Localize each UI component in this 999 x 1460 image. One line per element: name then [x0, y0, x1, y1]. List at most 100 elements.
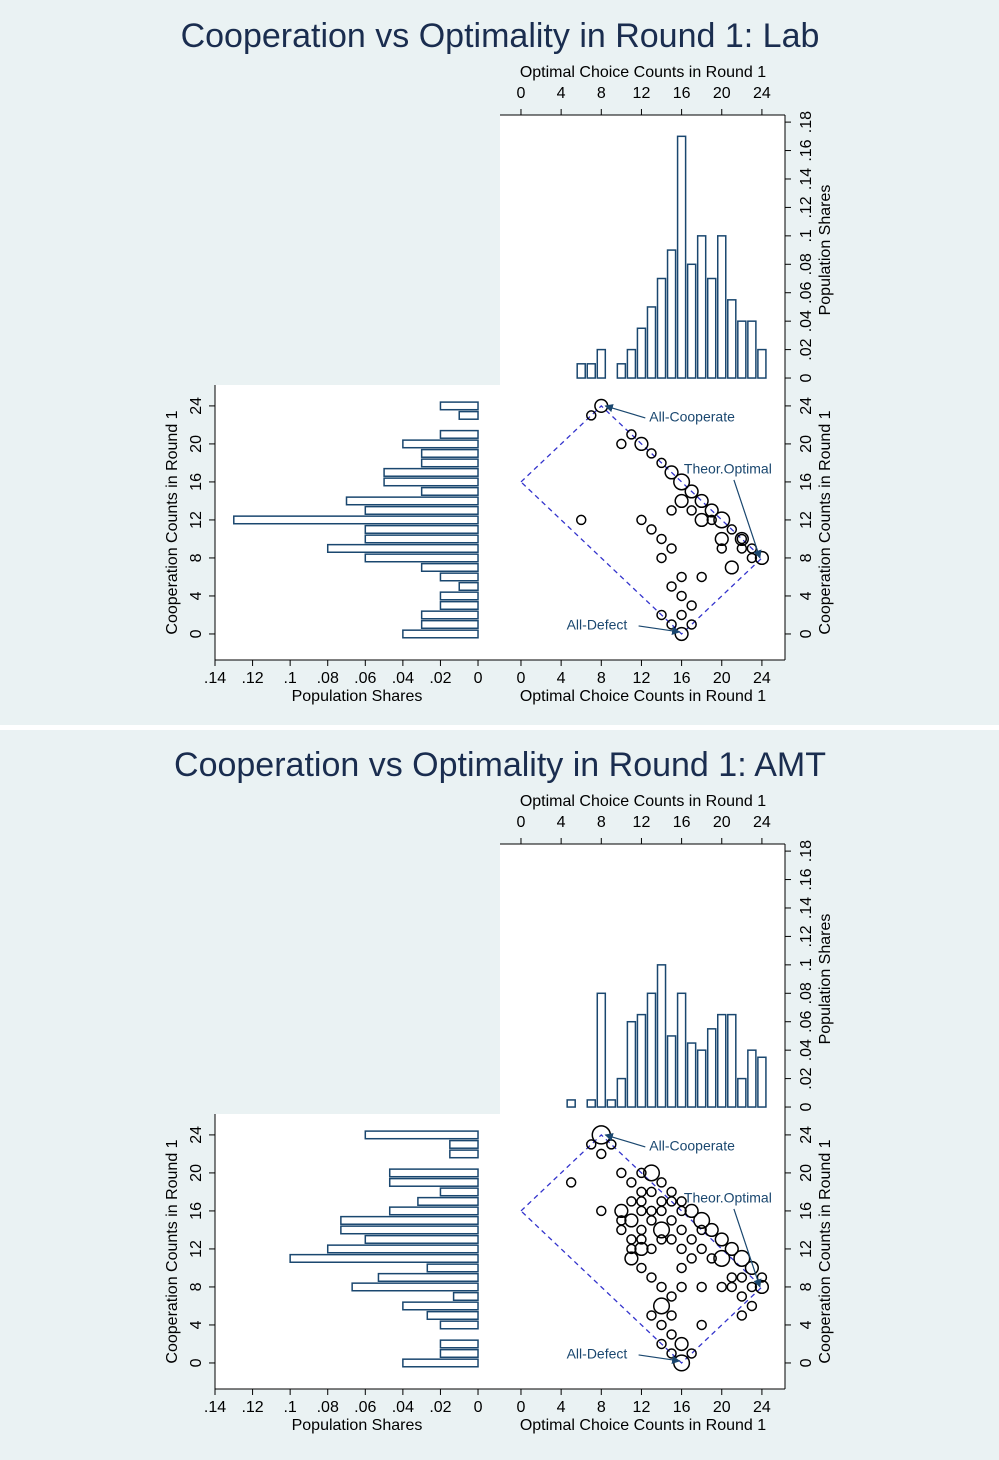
histogram-bar: [420, 562, 479, 572]
y-tick-label: 24: [188, 397, 205, 415]
annotation: All-Defect: [567, 1346, 628, 1362]
scatter-point: [656, 533, 667, 545]
scatter-point: [636, 1186, 647, 1198]
histogram-bar: [656, 964, 667, 1108]
scatter-point: [696, 1319, 707, 1331]
scatter-point: [714, 1232, 729, 1247]
x-tick-label: 12: [633, 670, 651, 687]
x-tick-label: .12: [241, 670, 263, 687]
x-tick-label: 4: [557, 1399, 566, 1416]
y-tick-label: 20: [798, 1164, 815, 1182]
scatter-point: [756, 1272, 768, 1283]
x-tick-label: 20: [713, 85, 731, 102]
x-tick-label: .06: [354, 670, 376, 687]
scatter-point: [736, 533, 748, 545]
scatter-point: [636, 1234, 647, 1245]
y-tick-label: .16: [798, 139, 815, 161]
scatter-point: [674, 1336, 689, 1352]
y-axis-title: Cooperation Counts in Round 1: [164, 410, 181, 634]
histogram-bar: [388, 1168, 479, 1178]
y-tick-label: 12: [798, 511, 815, 529]
histogram-bar: [747, 320, 757, 379]
scatter-point: [686, 1253, 697, 1264]
scatter-point: [666, 1329, 677, 1340]
y-tick-label: .06: [798, 1011, 815, 1033]
histogram-bar: [666, 249, 677, 379]
scatter-point: [624, 1251, 639, 1266]
x-tick-label: 16: [673, 1399, 691, 1416]
x-tick-label: 8: [597, 670, 606, 687]
x-tick-label: .02: [429, 1399, 451, 1416]
histogram-bar: [326, 543, 479, 553]
histogram-bar: [426, 1310, 479, 1321]
scatter-point: [734, 531, 749, 547]
scatter-point: [666, 1196, 677, 1207]
histogram-bar: [233, 515, 479, 525]
x-tick-label: 20: [713, 670, 731, 687]
panel-separator: [0, 725, 999, 730]
scatter-point: [686, 1234, 697, 1245]
y-tick-label: 4: [188, 591, 205, 600]
scatter-point: [666, 1291, 677, 1302]
histogram-bar: [706, 1028, 717, 1108]
y-tick-label: 0: [798, 373, 815, 382]
scatter-point: [694, 512, 709, 528]
scatter-point: [646, 448, 657, 459]
scatter-point: [696, 1281, 707, 1293]
scatter-point: [674, 493, 689, 509]
histogram-bar: [449, 1149, 479, 1159]
y-tick-label: .16: [798, 868, 815, 890]
scatter-point: [716, 543, 728, 554]
scatter-point: [646, 1310, 657, 1321]
histogram-bar: [439, 1339, 479, 1349]
x-axis-title: Optimal Choice Counts in Round 1: [520, 64, 766, 81]
histogram-bar: [586, 1099, 597, 1108]
histogram-bar: [402, 629, 479, 639]
plot-area: [500, 1114, 785, 1389]
histogram-bar: [727, 1013, 737, 1108]
scatter-point: [726, 1281, 738, 1293]
scatter-point: [656, 1338, 667, 1350]
y-tick-label: 12: [798, 1240, 815, 1258]
histogram-bar: [458, 410, 479, 420]
y-tick-label: 0: [798, 1102, 815, 1111]
histogram-bar: [340, 1215, 479, 1225]
y-tick-label: .18: [798, 111, 815, 133]
histogram-bar: [439, 1187, 479, 1197]
histogram-bar: [737, 320, 747, 379]
y-tick-label: 20: [798, 435, 815, 453]
scatter-point: [676, 1205, 687, 1217]
histogram-bar: [377, 1272, 479, 1282]
x-tick-label: 4: [557, 814, 566, 831]
scatter-point: [642, 1164, 661, 1182]
scatter-point: [676, 1262, 687, 1274]
scatter-point: [726, 524, 738, 535]
x-tick-label: 12: [633, 85, 651, 102]
x-tick-label: 12: [633, 1399, 651, 1416]
histogram-bar: [326, 1244, 479, 1254]
x-axis-title: Optimal Choice Counts in Round 1: [520, 1417, 766, 1434]
histogram-bar: [636, 327, 647, 379]
x-tick-label: 4: [557, 670, 566, 687]
scatter-point: [656, 1281, 667, 1293]
scatter-point: [614, 1203, 629, 1219]
histogram-bar: [716, 235, 727, 379]
scatter-point: [666, 1215, 677, 1226]
x-tick-label: 12: [633, 814, 651, 831]
y-tick-label: 16: [798, 1202, 815, 1220]
scatter-point: [652, 1221, 671, 1239]
annotation-arrow: [733, 1208, 762, 1288]
histogram-bar: [616, 1077, 627, 1108]
histogram-bar: [420, 610, 479, 620]
histogram-bar: [402, 439, 479, 449]
y-tick-label: 0: [798, 629, 815, 638]
scatter-point: [696, 1224, 707, 1236]
y-tick-label: 24: [798, 1126, 815, 1144]
scatter-point: [634, 1241, 649, 1257]
histogram-bar: [439, 1348, 479, 1359]
histogram-bar: [420, 448, 479, 458]
histogram-bar: [364, 524, 479, 534]
scatter-point: [636, 514, 647, 526]
histogram-bar: [706, 277, 717, 379]
histogram-bar: [696, 1049, 707, 1108]
